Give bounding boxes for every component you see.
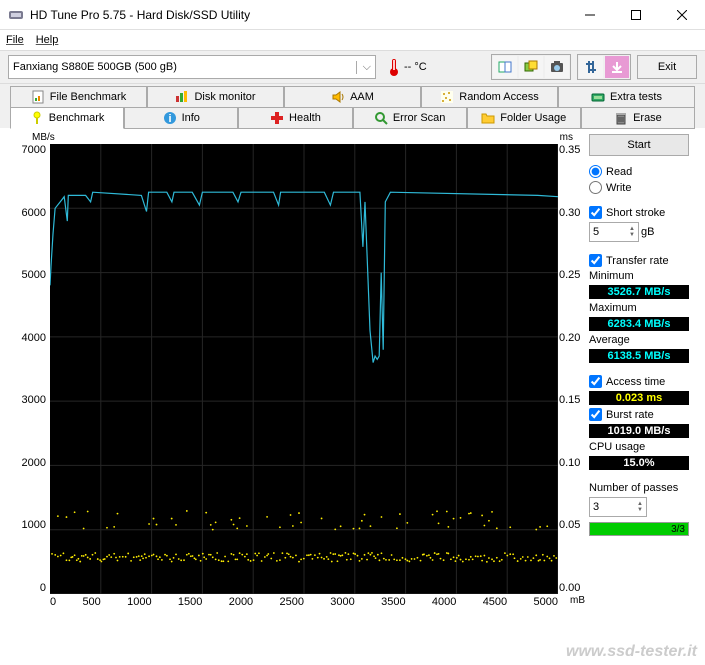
- save-screenshot-button[interactable]: [545, 56, 569, 78]
- passes-value[interactable]: 3▲▼: [589, 497, 647, 517]
- cpu-usage-label: CPU usage: [589, 441, 689, 453]
- cpu-usage-value: 15.0%: [589, 456, 689, 470]
- transfer-rate-check[interactable]: Transfer rate: [589, 254, 689, 267]
- short-stroke-unit: gB: [641, 226, 654, 238]
- tab-erase[interactable]: Erase: [581, 107, 695, 129]
- content: MB/s ms 70006000500040003000200010000 0.…: [0, 128, 705, 626]
- y-left-labels: 70006000500040003000200010000: [10, 144, 46, 594]
- close-button[interactable]: [659, 0, 705, 30]
- scan-icon: [374, 111, 388, 125]
- start-button[interactable]: Start: [589, 134, 689, 156]
- minimize-button[interactable]: [567, 0, 613, 30]
- maximum-label: Maximum: [589, 302, 689, 314]
- average-value: 6138.5 MB/s: [589, 349, 689, 363]
- erase-icon: [614, 111, 628, 125]
- extra-icon: [591, 90, 605, 104]
- write-radio[interactable]: Write: [589, 181, 689, 194]
- toolbar-buttons-2: [577, 54, 631, 80]
- options-button[interactable]: [579, 56, 603, 78]
- chart-plot: [50, 144, 558, 594]
- tab-benchmark[interactable]: Benchmark: [10, 107, 124, 129]
- window-controls: [567, 0, 705, 30]
- menu-file[interactable]: File: [6, 34, 24, 46]
- burst-rate-check[interactable]: Burst rate: [589, 408, 689, 421]
- toolbar: Fanxiang S880E 500GB (500 gB) ⌵ -- °C Ex…: [0, 50, 705, 84]
- tab-info[interactable]: iInfo: [124, 107, 238, 129]
- maximum-value: 6283.4 MB/s: [589, 317, 689, 331]
- app-icon: [8, 7, 24, 23]
- x-unit: mB: [570, 595, 585, 606]
- file-bench-icon: [31, 90, 45, 104]
- tab-file-benchmark[interactable]: File Benchmark: [10, 86, 147, 108]
- y-right-labels: 0.350.300.250.200.150.100.050.00: [559, 144, 593, 594]
- copy-info-button[interactable]: [493, 56, 517, 78]
- passes-label: Number of passes: [589, 482, 689, 494]
- burst-rate-value: 1019.0 MB/s: [589, 424, 689, 438]
- sidebar: Start Read Write Short stroke 5▲▼ gB Tra…: [589, 134, 689, 622]
- short-stroke-check[interactable]: Short stroke: [589, 206, 689, 219]
- menu-help[interactable]: Help: [36, 34, 59, 46]
- health-icon: [270, 111, 284, 125]
- tab-aam[interactable]: AAM: [284, 86, 421, 108]
- average-label: Average: [589, 334, 689, 346]
- tab-health[interactable]: Health: [238, 107, 352, 129]
- monitor-icon: [175, 90, 189, 104]
- maximize-button[interactable]: [613, 0, 659, 30]
- tab-disk-monitor[interactable]: Disk monitor: [147, 86, 284, 108]
- drive-name: Fanxiang S880E 500GB (500 gB): [13, 61, 177, 73]
- svg-text:i: i: [168, 113, 171, 125]
- watermark: www.ssd-tester.it: [566, 643, 697, 661]
- random-icon: [440, 90, 454, 104]
- access-time-value: 0.023 ms: [589, 391, 689, 405]
- copy-screenshot-button[interactable]: [519, 56, 543, 78]
- y-right-unit: ms: [560, 132, 573, 143]
- exit-button[interactable]: Exit: [637, 55, 697, 79]
- x-labels: 0500100015002000250030003500400045005000: [50, 596, 558, 608]
- tab-random-access[interactable]: Random Access: [421, 86, 558, 108]
- chevron-down-icon: ⌵: [356, 61, 371, 74]
- chart: MB/s ms 70006000500040003000200010000 0.…: [10, 134, 583, 622]
- temperature-value: -- °C: [404, 61, 427, 73]
- titlebar: HD Tune Pro 5.75 - Hard Disk/SSD Utility: [0, 0, 705, 30]
- toolbar-buttons: [491, 54, 571, 80]
- tab-error-scan[interactable]: Error Scan: [353, 107, 467, 129]
- bench-icon: [30, 111, 44, 125]
- tab-folder-usage[interactable]: Folder Usage: [467, 107, 581, 129]
- drive-select[interactable]: Fanxiang S880E 500GB (500 gB) ⌵: [8, 55, 376, 79]
- minimum-value: 3526.7 MB/s: [589, 285, 689, 299]
- temperature: -- °C: [388, 57, 427, 77]
- thermometer-icon: [388, 57, 400, 77]
- y-left-unit: MB/s: [32, 132, 55, 143]
- window-title: HD Tune Pro 5.75 - Hard Disk/SSD Utility: [30, 8, 567, 22]
- folder-icon: [481, 111, 495, 125]
- speaker-icon: [331, 90, 345, 104]
- tab-extra-tests[interactable]: Extra tests: [558, 86, 695, 108]
- info-icon: i: [163, 111, 177, 125]
- tabs: File BenchmarkDisk monitorAAMRandom Acce…: [0, 84, 705, 128]
- access-time-check[interactable]: Access time: [589, 375, 689, 388]
- short-stroke-value[interactable]: 5▲▼: [589, 222, 639, 242]
- passes-progress: 3/3: [589, 522, 689, 536]
- save-button[interactable]: [605, 56, 629, 78]
- read-radio[interactable]: Read: [589, 165, 689, 178]
- menubar: File Help: [0, 30, 705, 50]
- minimum-label: Minimum: [589, 270, 689, 282]
